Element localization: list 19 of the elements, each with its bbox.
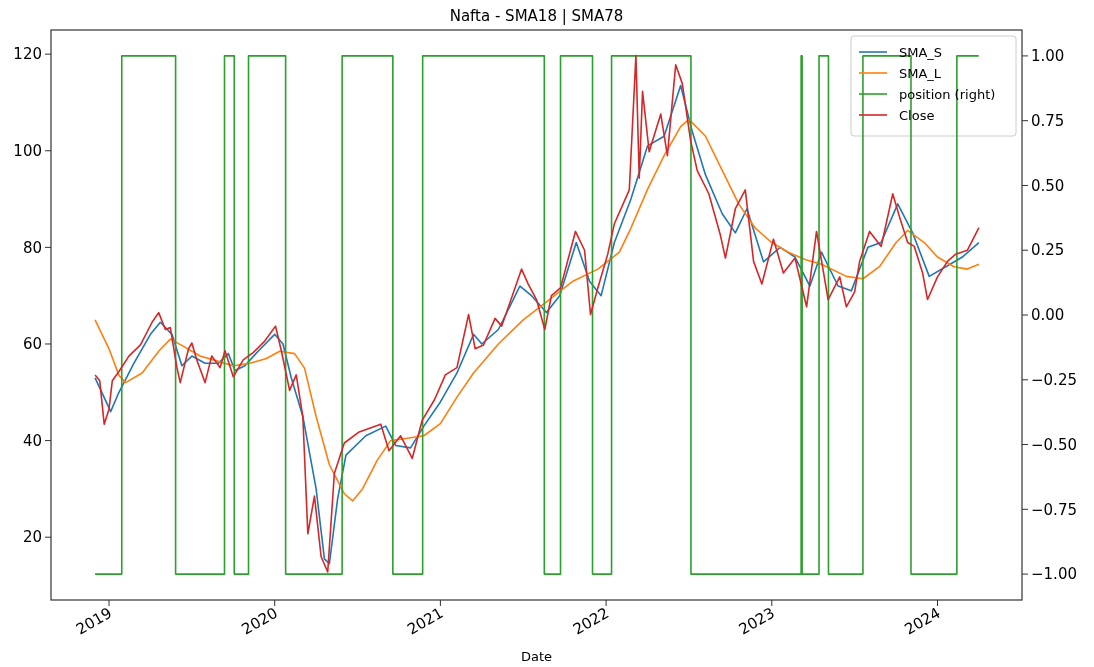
y-tick-label: 80 [22,238,42,257]
y-tick-label: 60 [22,335,42,354]
y2-tick-label: 0.75 [1031,111,1065,130]
line-series [94,118,980,502]
y2-tick-label: 0.50 [1031,176,1065,195]
y2-tick-label: 0.25 [1031,241,1065,260]
y2-tick-label: −0.50 [1031,435,1077,454]
y-tick-label: 20 [22,528,42,547]
y2-tick-label: 1.00 [1031,47,1065,66]
y-tick-label: 120 [13,45,42,64]
legend-label: SMA_S [899,44,943,60]
x-axis-title: Date [520,649,553,664]
y2-tick-label: 0.00 [1031,306,1065,325]
y2-tick-label: −0.75 [1031,500,1077,519]
y-tick-label: 100 [13,142,42,161]
y-tick-label: 40 [22,431,42,450]
chart-title: Nafta - SMA18 | SMA78 [449,7,624,25]
y2-tick-label: −0.25 [1031,371,1077,390]
y2-tick-label: −1.00 [1031,565,1077,584]
